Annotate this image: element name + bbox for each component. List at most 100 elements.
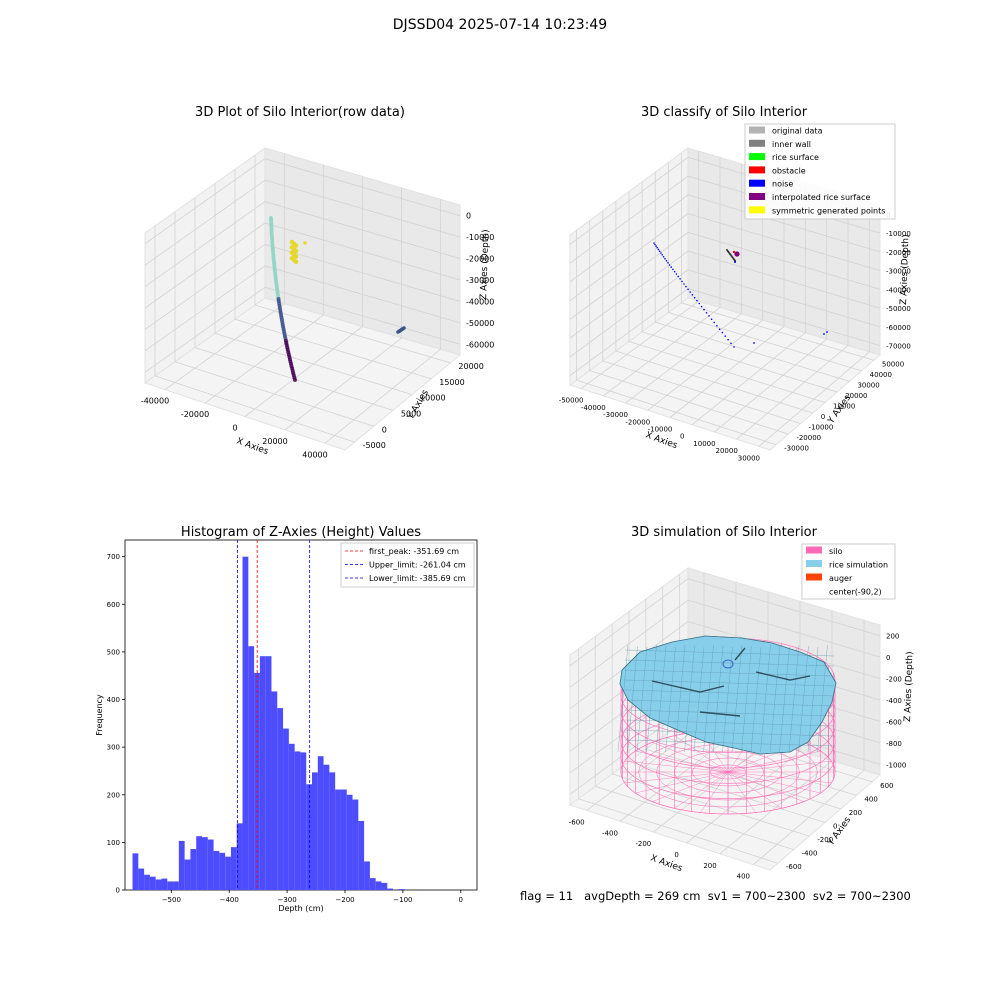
silo-floor-spoke [727,771,821,794]
rice-surface [617,635,837,755]
silo-floor-spoke [700,771,729,813]
z-tick-label: -50000 [886,305,911,313]
auger-marker [722,659,734,669]
data-point [693,296,696,299]
rice-mesh-line [807,646,819,753]
legend-swatch [749,166,765,174]
grid-line [641,331,838,393]
histogram-bar [294,751,301,890]
grid-line [214,333,413,395]
grid-line [144,179,461,266]
silo-floor-spoke [635,771,729,794]
legend-label: interpolated rice surface [772,193,870,202]
histogram-bar [369,878,376,890]
legend-swatch [806,573,822,581]
data-point [670,266,672,268]
legend-box [340,542,475,588]
legend: original data inner wall rice surface obsta… [744,123,896,220]
data-point [734,261,736,263]
legend-label: silo [829,547,843,556]
rice-surface-outline [619,635,837,755]
legend-swatch [806,560,822,567]
y-tick-label: 400 [107,696,120,704]
histogram-bar [178,840,185,890]
histogram-bar [132,853,139,890]
data-point [662,255,665,258]
histogram-bar [335,789,341,890]
histogram-bar [207,839,214,890]
y-tick-label: -20000 [796,434,821,442]
data-point [732,250,736,254]
data-point [823,333,825,335]
y-tick-label: 40000 [870,371,892,379]
data-point [705,312,708,314]
legend-swatch [749,193,765,200]
x-tick-label: −500 [162,896,181,904]
rice-mesh-line [617,644,629,753]
rice-ridge [755,671,811,681]
rice-mesh-line [722,646,733,753]
x-tick-label: 200 [703,862,716,870]
data-point [293,254,299,259]
silo-floor-spoke [727,771,756,813]
rice-mesh-line [712,645,724,753]
x-tick-label: 40000 [302,450,327,459]
data-point [730,342,732,345]
rice-mesh-line [788,644,800,753]
grid-line [569,231,881,320]
x-tick-label: 20000 [262,437,287,446]
grid-line [576,379,777,446]
rice-mesh-line [624,659,835,667]
y-tick-label: -600 [786,863,802,871]
data-point [679,278,681,280]
data-point [303,241,307,245]
z-tick-label: -10000 [466,233,494,242]
data-point [691,294,694,296]
y-tick-label: 500 [107,648,120,656]
y-tick-label: 15000 [439,378,464,387]
data-point [665,260,668,262]
grid-line [655,321,850,382]
y-tick-label: -200 [817,836,833,844]
x-tick-label: 0 [232,424,237,433]
histogram-bar [329,772,336,890]
data-point [293,248,299,254]
legend-label: Lower_limit: -385.69 cm [369,574,466,583]
reference-lines [237,540,311,890]
grid-line [628,761,826,823]
legend-label: original data [772,127,823,136]
y-tick-label: 100 [107,839,120,847]
x-tick-label: 20000 [716,447,738,455]
grid-line [681,302,875,361]
grid-line [595,785,794,851]
data-point [687,288,689,291]
legend-label: first_peak: -351.69 cm [369,547,459,556]
histogram-bar [288,743,295,890]
y-tick-label: 700 [107,553,120,561]
z-tick-label: -30000 [466,276,494,285]
grid-line [164,303,285,391]
grid-line [254,304,451,364]
data-point [660,252,662,254]
grid-line [589,370,789,435]
rice-mesh-line [624,649,835,657]
z-tick-label: -800 [886,740,902,748]
rice-mesh-line [731,644,743,753]
y-tick-label: 0 [382,425,387,434]
panel-classify-3d: 3D classify of Silo Interior -50000-4000… [559,105,912,462]
data-point [826,331,828,333]
y-tick-label: 10000 [420,394,445,403]
data-point [655,245,657,247]
data-point [700,305,703,308]
histogram-bar [173,881,179,890]
legend: silo rice simulation auger center(-90,2) [801,543,896,600]
y-tick-label: 10000 [833,403,855,411]
histogram-bar [375,881,382,890]
data-point [753,342,755,344]
data-point [685,285,687,288]
z-tick-label: -400 [886,697,902,705]
histogram-bar [167,881,174,890]
rice-ridge [734,647,746,661]
rice-mesh-line [624,719,835,727]
grid-line [578,798,778,864]
